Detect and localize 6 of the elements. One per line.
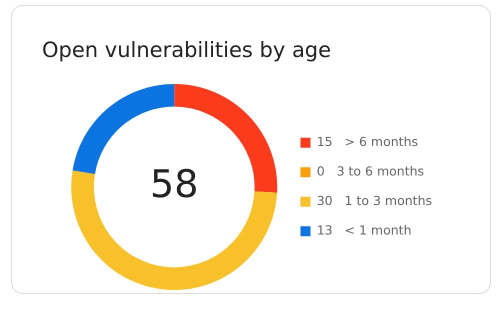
- text: 58: [150, 162, 198, 206]
- legend-label: 30 1 to 3 months: [316, 193, 432, 208]
- legend-label: 0 3 to 6 months: [316, 164, 424, 178]
- legend-label: 13 < 1 month: [316, 222, 412, 238]
- legend-label: 15 > 6 months: [316, 134, 418, 149]
- chart-title: Open vulnerabilities by age: [42, 38, 332, 62]
